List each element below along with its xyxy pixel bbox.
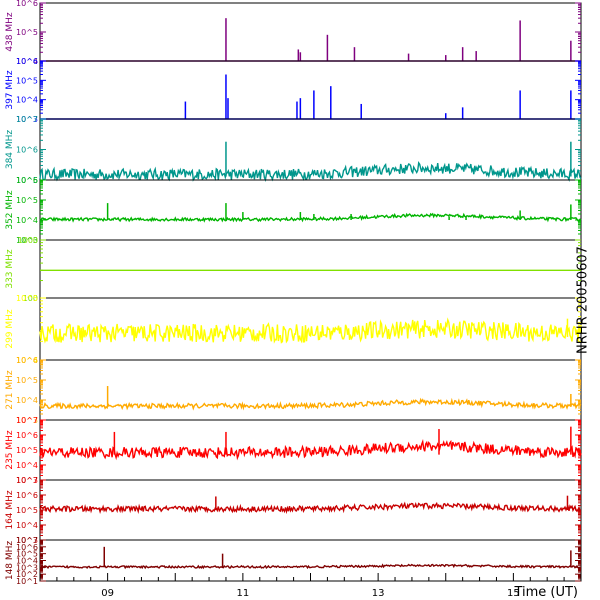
y-tick-label: 10^6	[16, 491, 38, 500]
y-tick-label: 10^1	[16, 577, 38, 586]
y-tick-group: 10^110^210^310^410^510^610^7	[16, 536, 581, 586]
y-tick-label: 10^5	[16, 28, 38, 37]
panel-label: 148 MHz	[5, 541, 15, 581]
y-tick-label: 10^5	[16, 76, 38, 85]
x-tick-label: 15	[507, 588, 520, 599]
side-title-text: NRHR 20050607	[575, 246, 591, 354]
y-tick-label: 10^5	[16, 550, 38, 559]
y-tick-label: 10^4	[16, 57, 38, 66]
y-tick-label: 10^7	[16, 115, 38, 124]
panel-label: 352 MHz	[5, 190, 15, 230]
y-tick-label: 10^5	[16, 446, 38, 455]
panel-label: 384 MHz	[5, 130, 15, 170]
y-tick-label: 10^3	[16, 236, 38, 245]
y-tick-group: 10^4 10^5 10^6	[16, 0, 581, 66]
signal-trace	[39, 317, 582, 344]
y-tick-label: 10^3	[16, 416, 38, 425]
y-tick-label: 10^7	[16, 416, 38, 425]
y-tick-label: 10^6	[16, 543, 38, 552]
y-tick-label: 10^3	[16, 476, 38, 485]
y-tick-label: 10^4	[16, 396, 38, 405]
y-tick-label: 10^6	[16, 57, 38, 66]
y-tick-label: 10^5	[16, 196, 38, 205]
y-tick-label: 10^6	[16, 146, 38, 155]
y-tick-label: 10^5	[16, 176, 38, 185]
y-tick-group: 10^3 10^4 10^5 10^6 10^7	[16, 476, 581, 545]
y-tick-group: 100 1000	[18, 236, 581, 303]
y-tick-label: 100	[23, 294, 38, 303]
y-tick-label: 10^4	[16, 461, 38, 470]
signal-trace	[39, 397, 582, 411]
y-tick-label: 10^6	[16, 431, 38, 440]
y-tick-label: 10^7	[16, 476, 38, 485]
panel-label: 438 MHz	[5, 12, 15, 52]
y-tick-label: 10^4	[16, 356, 38, 365]
y-tick-label: 10^5	[16, 294, 38, 303]
y-tick-label: 10^6	[16, 176, 38, 185]
y-tick-label: 10^5	[16, 506, 38, 515]
y-tick-label: 10^4	[16, 521, 38, 530]
panel-label: 333 MHz	[5, 249, 15, 289]
panel-frame	[39, 60, 582, 120]
signal-trace	[39, 563, 582, 570]
y-tick-label: 10^5	[16, 376, 38, 385]
panel-frame	[39, 479, 582, 541]
panel-label: 235 MHz	[5, 430, 15, 470]
x-tick-label: 13	[372, 588, 385, 599]
x-tick-label: 11	[237, 588, 250, 599]
signal-trace	[39, 439, 582, 461]
panel-frame	[39, 239, 582, 299]
panel-frame	[39, 179, 582, 241]
panel-frame	[39, 359, 582, 421]
x-axis-title: Time (UT)	[513, 585, 578, 600]
signal-trace	[39, 161, 582, 182]
panel-label: 299 MHz	[5, 309, 15, 349]
y-tick-label: 10^4	[16, 216, 38, 225]
y-tick-label: 10^7	[16, 536, 38, 545]
y-tick-label: 10^3	[16, 115, 38, 124]
panel-label: 397 MHz	[5, 70, 15, 110]
y-tick-label: 10^6	[16, 0, 38, 8]
panel-label: 164 MHz	[5, 490, 15, 530]
panel-frame	[39, 2, 582, 62]
y-tick-group: 10^3 10^4 10^5 10^6	[16, 57, 581, 124]
signal-trace	[39, 501, 582, 515]
y-tick-group: 10^3 10^4 10^5 10^6	[16, 356, 581, 425]
panel-label: 271 MHz	[5, 370, 15, 410]
y-tick-label: 10^3	[16, 536, 38, 545]
panel-frame	[39, 419, 582, 481]
y-tick-label: 10^3	[16, 563, 38, 572]
y-tick-label: 10^2	[16, 570, 38, 579]
y-tick-label: 10^6	[16, 356, 38, 365]
y-tick-group: 10^310^410^510^6	[16, 176, 581, 245]
y-tick-label: 1000	[18, 236, 38, 245]
x-tick-label: 09	[101, 588, 114, 599]
y-tick-label: 10^4	[16, 96, 38, 105]
y-tick-label: 10^4	[16, 557, 38, 566]
signal-trace	[39, 212, 582, 223]
